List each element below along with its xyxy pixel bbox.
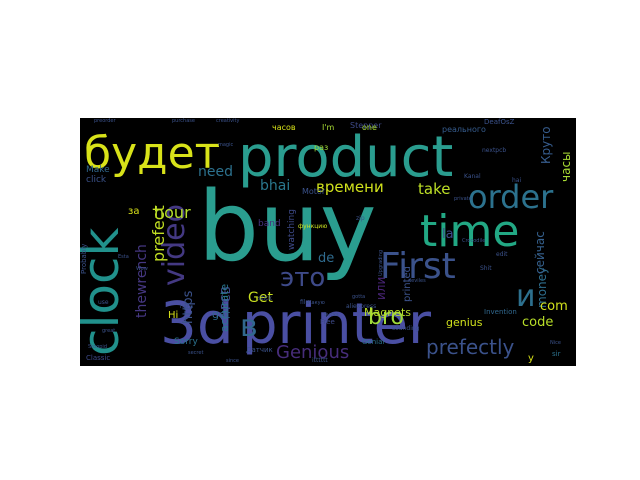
cloud-word: accurate: [218, 284, 231, 332]
cloud-word: времени: [316, 178, 384, 196]
cloud-word: Genious: [276, 342, 349, 363]
cloud-word: Nice: [550, 340, 561, 346]
cloud-word: это: [280, 263, 325, 293]
cloud-word: Crocodile: [462, 238, 485, 244]
cloud-word: itttttt: [312, 357, 328, 364]
cloud-word: за: [128, 206, 139, 217]
cloud-word: bro: [368, 305, 404, 330]
cloud-word: Free: [320, 318, 335, 326]
cloud-word: First: [380, 246, 456, 287]
cloud-word: printed: [402, 266, 413, 302]
cloud-word: edit: [496, 251, 508, 258]
cloud-word: thewrench: [134, 244, 150, 318]
cloud-word: la: [442, 227, 454, 242]
cloud-word: sounding: [392, 325, 420, 332]
cloud-word: buy: [198, 171, 377, 283]
cloud-word: часов: [272, 123, 296, 132]
cloud-word: Invention: [484, 308, 517, 316]
cloud-word: сейчас: [533, 231, 547, 274]
cloud-word: creativity: [216, 118, 239, 124]
cloud-word: hai: [512, 177, 521, 184]
cloud-word: printer: [242, 292, 432, 357]
cloud-word: Круто: [539, 126, 553, 164]
cloud-word: stick: [258, 295, 272, 302]
cloud-word: будет: [84, 128, 220, 179]
cloud-word: de: [318, 251, 334, 266]
cloud-word: product: [238, 125, 453, 190]
cloud-word: в: [240, 309, 258, 344]
cloud-word: deviles: [408, 278, 426, 284]
cloud-word: genius: [446, 316, 483, 329]
cloud-word: gotta: [352, 294, 365, 300]
cloud-word: Magnets: [364, 306, 411, 319]
cloud-word: Sorry: [174, 337, 198, 347]
cloud-word: https: [181, 290, 196, 324]
cloud-word: Esta: [118, 254, 129, 260]
cloud-word: Probably: [80, 244, 88, 274]
cloud-word: file: [300, 299, 309, 306]
cloud-word: I'm: [322, 123, 335, 132]
cloud-word: secret: [188, 350, 203, 356]
cloud-word: Get: [248, 290, 273, 306]
cloud-word: com: [540, 299, 568, 314]
cloud-word: purchase: [172, 118, 195, 124]
cloud-word: use: [98, 299, 109, 306]
cloud-word: prefect: [149, 205, 168, 262]
cloud-word: Stepper: [350, 121, 382, 130]
cloud-word: money: [535, 267, 549, 308]
cloud-word: zip: [356, 215, 365, 222]
cloud-word: и: [516, 279, 536, 314]
cloud-word: need: [198, 164, 233, 180]
cloud-word: video: [157, 204, 192, 286]
cloud-word: функцию: [298, 223, 327, 230]
word-cloud: buy product 3d printer clock будет time First or…: [80, 118, 576, 366]
cloud-word: take: [418, 180, 450, 198]
cloud-word: Датчик: [246, 346, 273, 354]
cloud-word: private: [454, 196, 472, 202]
cloud-word: PCB: [219, 286, 233, 310]
cloud-word: Stoopid: [88, 344, 107, 350]
cloud-word: или: [374, 277, 388, 300]
cloud-word: prefectly: [426, 335, 515, 359]
cloud-word: Make: [86, 165, 110, 175]
cloud-word: hour: [154, 203, 191, 222]
cloud-word: bucks: [324, 312, 339, 318]
cloud-word: Hi: [168, 310, 178, 321]
cloud-word: clock: [80, 228, 130, 356]
cloud-word: sir: [552, 350, 561, 358]
cloud-word: nextpcb: [482, 147, 506, 154]
cloud-word: code: [522, 315, 553, 330]
cloud-word: реального: [442, 125, 486, 134]
cloud-word: раз: [314, 143, 328, 152]
cloud-word: time: [420, 206, 519, 257]
cloud-word: Какую: [308, 300, 325, 306]
cloud-word: Genial: [362, 338, 384, 346]
cloud-word: Haha: [180, 304, 193, 310]
cloud-word: since: [226, 358, 239, 364]
cloud-word: aliexpress: [346, 303, 376, 310]
cloud-word: magic: [218, 142, 233, 148]
cloud-word: Upgrading: [378, 250, 384, 276]
cloud-word: great: [102, 328, 115, 334]
cloud-word: Kanal: [464, 173, 481, 180]
cloud-word: Classic: [86, 354, 110, 362]
cloud-word: Shit: [480, 265, 492, 272]
cloud-word: order: [468, 178, 554, 216]
cloud-word: got: [212, 308, 231, 321]
cloud-word: bhai: [260, 178, 290, 194]
cloud-word: preorder: [94, 118, 116, 124]
cloud-word: watching: [287, 209, 297, 250]
cloud-word: 3d: [160, 289, 234, 357]
cloud-word: DeafOsZ: [484, 118, 515, 126]
cloud-word: click: [86, 175, 107, 185]
cloud-word: часы: [559, 151, 573, 182]
cloud-word: Motor: [302, 187, 326, 196]
cloud-word: one: [362, 123, 377, 132]
cloud-word: Wow: [136, 266, 148, 272]
cloud-word: band: [258, 219, 281, 229]
cloud-word: y: [528, 353, 534, 364]
